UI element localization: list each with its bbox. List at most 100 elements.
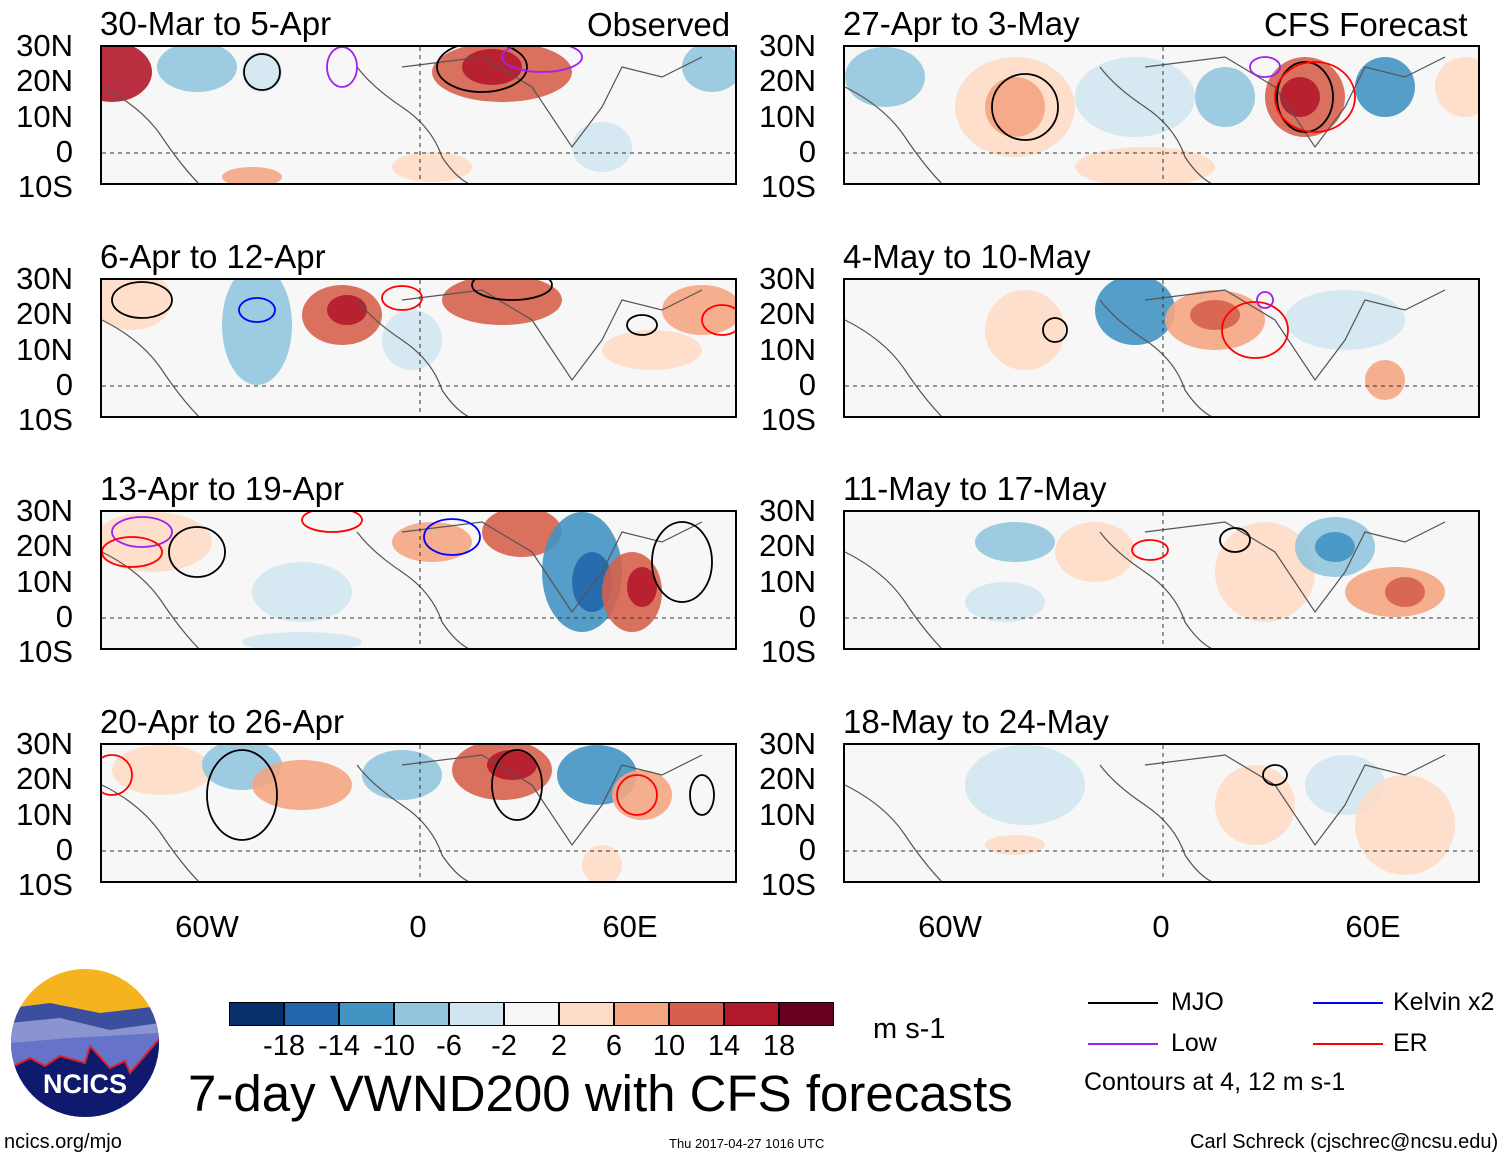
contour bbox=[102, 536, 163, 568]
panel-title: 30-Mar to 5-Apr bbox=[100, 5, 332, 42]
ncics-logo: NCICS bbox=[10, 968, 160, 1118]
lat-tick-label: 30N bbox=[16, 28, 73, 63]
contour bbox=[243, 53, 281, 91]
colorbar-tick-label: 18 bbox=[762, 1030, 796, 1062]
contour bbox=[701, 304, 735, 336]
lat-tick-label: 10N bbox=[16, 332, 73, 367]
colorbar-swatch bbox=[669, 1002, 724, 1026]
coastline bbox=[102, 289, 703, 416]
wind-anomaly-region bbox=[157, 47, 237, 92]
contour bbox=[1256, 291, 1274, 309]
wind-anomaly-region bbox=[1215, 765, 1295, 845]
panel-title: 20-Apr to 26-Apr bbox=[100, 703, 344, 740]
wind-anomaly-region bbox=[1355, 57, 1415, 117]
legend-line-mjo bbox=[1088, 1002, 1158, 1004]
contour bbox=[491, 749, 543, 821]
contour bbox=[326, 47, 358, 88]
wind-anomaly-region bbox=[252, 760, 352, 810]
contour bbox=[1131, 539, 1169, 561]
colorbar-tick-label: 2 bbox=[550, 1030, 568, 1062]
lat-tick-label: 10N bbox=[759, 564, 816, 599]
lat-tick-label: 10N bbox=[16, 797, 73, 832]
lat-tick-label: 30N bbox=[16, 726, 73, 761]
lon-tick-label: 60E bbox=[1345, 909, 1401, 944]
panel-title: 4-May to 10-May bbox=[843, 238, 1091, 275]
wind-anomaly-region bbox=[965, 582, 1045, 622]
wind-anomaly-region bbox=[975, 522, 1055, 562]
panel-title: 11-May to 17-May bbox=[843, 470, 1107, 507]
figure-title: 7-day VWND200 with CFS forecasts bbox=[188, 1065, 1013, 1122]
colorbar-tick-label: -10 bbox=[373, 1030, 415, 1062]
panel-title: 13-Apr to 19-Apr bbox=[100, 470, 344, 507]
wind-anomaly-region bbox=[1355, 775, 1455, 875]
lat-tick-label: 20N bbox=[759, 761, 816, 796]
contour bbox=[1262, 764, 1288, 786]
contour bbox=[423, 518, 481, 556]
lat-tick-label: 10S bbox=[17, 867, 73, 902]
lat-tick-label: 20N bbox=[759, 63, 816, 98]
contour bbox=[301, 512, 363, 533]
legend-line-low bbox=[1088, 1043, 1158, 1045]
colorbar-tick-label: -14 bbox=[318, 1030, 360, 1062]
lat-tick-label: 10S bbox=[17, 402, 73, 437]
panel-title: 18-May to 24-May bbox=[843, 703, 1109, 740]
lat-tick-label: 30N bbox=[759, 493, 816, 528]
wind-anomaly-region bbox=[392, 522, 472, 562]
wind-anomaly-region bbox=[682, 47, 735, 92]
wind-anomaly-region bbox=[392, 152, 472, 182]
coastline bbox=[845, 289, 1446, 416]
wind-anomaly-region bbox=[582, 845, 622, 881]
lon-tick-label: 60E bbox=[602, 909, 658, 944]
lat-tick-label: 10S bbox=[760, 634, 816, 669]
wind-anomaly-region bbox=[572, 122, 632, 172]
contour bbox=[238, 297, 276, 323]
contour bbox=[471, 280, 553, 301]
wind-anomaly-region bbox=[1435, 57, 1478, 117]
lat-tick-label: 0 bbox=[55, 599, 73, 634]
lat-tick-label: 10S bbox=[17, 634, 73, 669]
wind-anomaly-region bbox=[662, 285, 735, 335]
wind-anomaly-region bbox=[627, 567, 657, 607]
contour bbox=[616, 774, 658, 816]
lat-tick-label: 0 bbox=[798, 367, 816, 402]
lat-tick-label: 10S bbox=[17, 169, 73, 204]
colorbar-swatch bbox=[614, 1002, 669, 1026]
lat-tick-label: 0 bbox=[798, 832, 816, 867]
lat-tick-label: 20N bbox=[759, 296, 816, 331]
lat-tick-label: 10S bbox=[760, 867, 816, 902]
contour bbox=[1274, 61, 1356, 133]
wind-anomaly-region bbox=[362, 750, 442, 800]
footer-url[interactable]: ncics.org/mjo bbox=[4, 1131, 122, 1153]
wind-anomaly-region bbox=[482, 512, 562, 557]
lat-tick-label: 10N bbox=[759, 332, 816, 367]
lon-tick-label: 0 bbox=[1152, 909, 1170, 944]
lat-tick-label: 30N bbox=[759, 28, 816, 63]
contour bbox=[102, 754, 133, 796]
wind-anomaly-region bbox=[242, 632, 362, 648]
colorbar-swatch bbox=[724, 1002, 779, 1026]
colorbar-swatch bbox=[504, 1002, 559, 1026]
colorbar-tick-label: 10 bbox=[652, 1030, 686, 1062]
wind-anomaly-region bbox=[327, 295, 367, 325]
colorbar-swatch bbox=[559, 1002, 614, 1026]
wind-anomaly-region bbox=[1075, 57, 1195, 137]
map-panel bbox=[843, 45, 1480, 185]
lat-tick-label: 0 bbox=[55, 134, 73, 169]
wind-anomaly-region bbox=[242, 52, 282, 92]
wind-anomaly-region bbox=[222, 280, 292, 385]
contour bbox=[651, 521, 713, 603]
wind-anomaly-region bbox=[985, 835, 1045, 855]
wind-anomaly-region bbox=[612, 770, 672, 820]
colorbar-units: m s-1 bbox=[873, 1013, 946, 1045]
wind-anomaly-region bbox=[1075, 147, 1215, 183]
lat-tick-label: 0 bbox=[55, 367, 73, 402]
wind-anomaly-region bbox=[985, 290, 1065, 370]
wind-anomaly-region bbox=[102, 512, 212, 572]
wind-anomaly-region bbox=[1385, 577, 1425, 607]
colorbar-swatch bbox=[284, 1002, 339, 1026]
observed-label: Observed bbox=[587, 6, 731, 43]
wind-anomaly-region bbox=[845, 47, 925, 107]
panel-title: 6-Apr to 12-Apr bbox=[100, 238, 326, 275]
contour-note: Contours at 4, 12 m s-1 bbox=[1084, 1068, 1346, 1096]
wind-anomaly-region bbox=[1315, 532, 1355, 562]
